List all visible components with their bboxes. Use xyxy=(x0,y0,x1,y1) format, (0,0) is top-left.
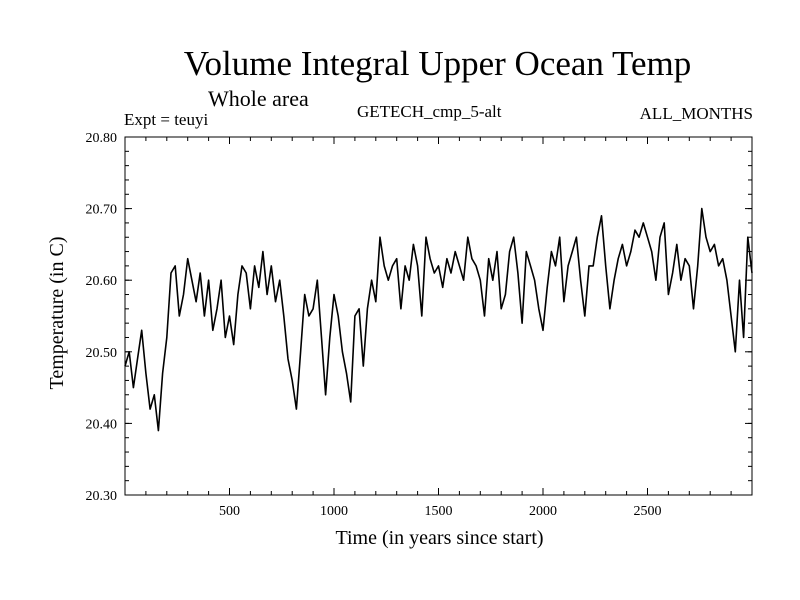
y-tick-label: 20.60 xyxy=(86,274,118,289)
y-tick-label: 20.70 xyxy=(86,203,118,218)
x-tick-label: 500 xyxy=(219,504,240,519)
experiment-label: Expt = teuyi xyxy=(124,110,209,129)
x-axis-title: Time (in years since start) xyxy=(335,527,543,549)
x-tick-label: 1500 xyxy=(425,504,453,519)
x-tick-label: 1000 xyxy=(320,504,348,519)
dataset-label: GETECH_cmp_5-alt xyxy=(357,102,502,121)
period-label: ALL_MONTHS xyxy=(639,104,753,123)
temperature-series-line xyxy=(124,207,753,432)
y-tick-label: 20.50 xyxy=(86,346,118,361)
chart-subtitle: Whole area xyxy=(208,86,309,111)
chart-title: Volume Integral Upper Ocean Temp xyxy=(183,44,692,83)
y-tick-label: 20.30 xyxy=(86,489,118,504)
x-tick-label: 2000 xyxy=(529,504,557,519)
y-tick-label: 20.80 xyxy=(86,131,118,146)
x-tick-label: 2500 xyxy=(634,504,662,519)
y-axis-title: Temperature (in C) xyxy=(46,237,68,390)
axis-tick-labels: 20.30 20.40 20.50 20.60 20.70 20.80 500 1000 150… xyxy=(86,131,662,519)
plot-area-frame xyxy=(124,136,753,496)
axis-ticks xyxy=(125,136,752,496)
y-tick-label: 20.40 xyxy=(86,417,118,432)
